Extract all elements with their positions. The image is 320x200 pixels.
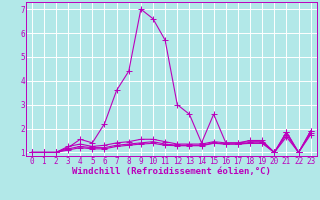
X-axis label: Windchill (Refroidissement éolien,°C): Windchill (Refroidissement éolien,°C) xyxy=(72,167,271,176)
